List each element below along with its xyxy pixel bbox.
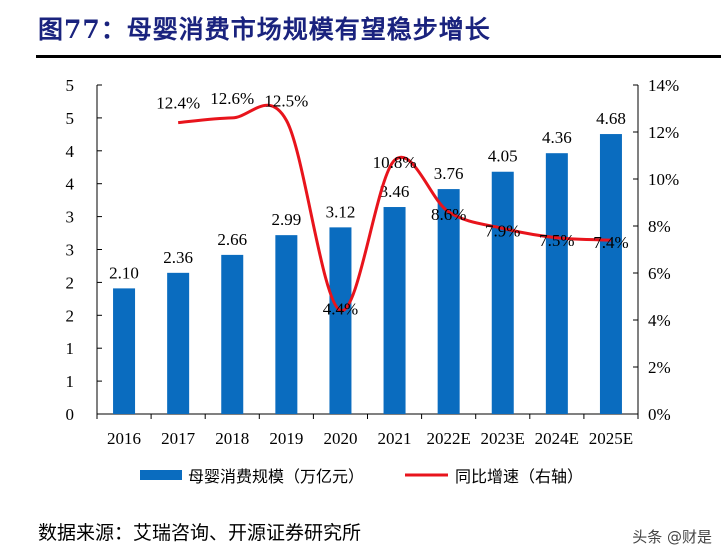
bar-label: 4.36 (542, 128, 572, 147)
bar-label: 2.10 (109, 263, 139, 282)
right-tick-label: 8% (648, 217, 671, 236)
legend-bar-label: 母婴消费规模（万亿元） (188, 468, 364, 486)
x-tick-label: 2016 (107, 429, 141, 448)
left-tick-label: 2 (66, 273, 75, 292)
line-label: 12.6% (210, 89, 254, 108)
right-tick-label: 2% (648, 358, 671, 377)
watermark: 头条 @财是 (632, 528, 712, 546)
title-rule (36, 55, 721, 58)
bar (221, 254, 244, 414)
legend-line-label: 同比增速（右轴） (455, 468, 583, 486)
line-label: 4.4% (323, 300, 358, 319)
left-tick-label: 0 (66, 405, 75, 424)
x-tick-label: 2020 (323, 429, 357, 448)
right-tick-label: 0% (648, 405, 671, 424)
bar-label: 4.68 (596, 109, 626, 128)
bar (113, 288, 136, 414)
bar (275, 235, 298, 414)
left-tick-label: 5 (66, 76, 75, 95)
x-tick-label: 2019 (269, 429, 303, 448)
bar (167, 272, 190, 414)
x-tick-label: 2022E (426, 429, 470, 448)
source-note: 数据来源：艾瑞咨询、开源证券研究所 (38, 522, 362, 544)
line-label: 10.8% (373, 153, 417, 172)
line-label: 8.6% (431, 205, 466, 224)
left-tick-label: 1 (66, 339, 75, 358)
bar (545, 153, 568, 414)
bar-label: 2.66 (217, 230, 247, 249)
figure-title: 图77：母婴消费市场规模有望稳步增长 (38, 15, 491, 44)
x-tick-label: 2021 (378, 429, 412, 448)
left-tick-label: 4 (66, 142, 75, 161)
bar-label: 4.05 (488, 147, 518, 166)
left-tick-label: 4 (66, 175, 75, 194)
bar (329, 227, 352, 414)
right-tick-label: 14% (648, 76, 679, 95)
bar (437, 189, 460, 414)
line-label: 7.4% (593, 233, 628, 252)
bar (491, 171, 514, 414)
left-tick-label: 1 (66, 372, 75, 391)
growth-line (178, 103, 612, 313)
x-tick-label: 2024E (535, 429, 579, 448)
x-tick-label: 2025E (589, 429, 633, 448)
left-tick-label: 3 (66, 208, 75, 227)
bar (383, 207, 406, 414)
bar-label: 3.12 (326, 202, 356, 221)
bar-label: 3.76 (434, 164, 464, 183)
left-tick-label: 2 (66, 306, 75, 325)
line-label: 12.4% (156, 94, 200, 113)
left-tick-label: 3 (66, 241, 75, 260)
bar-label: 2.99 (271, 210, 301, 229)
bar-label: 3.46 (380, 182, 410, 201)
bar-label: 2.36 (163, 248, 193, 267)
bar (599, 134, 622, 414)
right-tick-label: 6% (648, 264, 671, 283)
right-tick-label: 4% (648, 311, 671, 330)
legend-bar-swatch (140, 470, 182, 480)
x-tick-label: 2017 (161, 429, 196, 448)
x-tick-label: 2018 (215, 429, 249, 448)
line-label: 7.9% (485, 221, 520, 240)
line-label: 7.5% (539, 231, 574, 250)
x-tick-label: 2023E (481, 429, 525, 448)
line-label: 12.5% (264, 91, 308, 110)
right-tick-label: 10% (648, 170, 679, 189)
left-tick-label: 5 (66, 109, 75, 128)
right-tick-label: 12% (648, 123, 679, 142)
